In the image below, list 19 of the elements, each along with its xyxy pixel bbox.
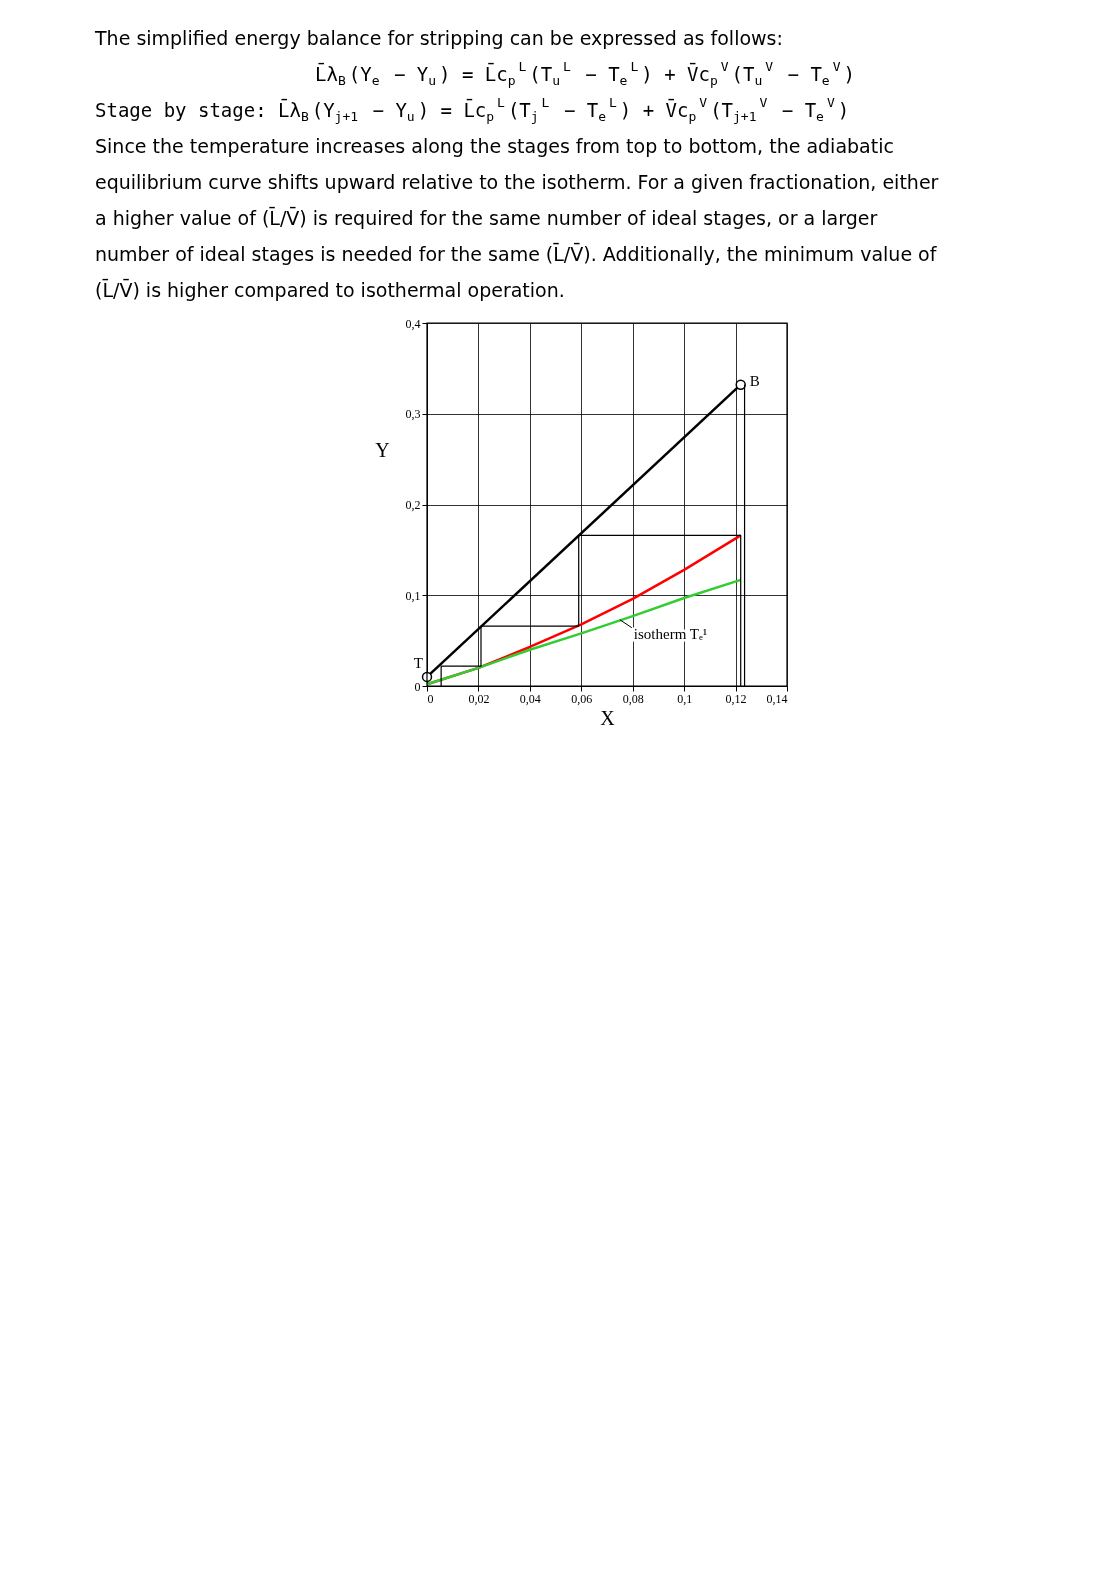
x-tick-label: 0,14 bbox=[766, 691, 788, 706]
y-tick-label: 0,3 bbox=[405, 407, 421, 422]
chart-title: The simplified energy balance for stripping can be expressed as follows: bbox=[94, 27, 783, 49]
x-tick-label: 0,12 bbox=[725, 691, 747, 706]
y-tick-label: 0,1 bbox=[405, 588, 421, 603]
x-tick-label: 0,1 bbox=[677, 691, 693, 706]
x-tick-label: 0 bbox=[427, 691, 434, 706]
x-tick-label: 0,04 bbox=[519, 691, 541, 706]
text: Since the temperature increases along the stages from top to bottom, the adiabatic equilibrium curve shifts upward relative to the isotherm. For a given fractionation, either a higher value of (L̄/V̄) is required for the same number of ideal stages, or a larger number of ideal stages is needed for the same (L̄/V̄). Additionally, the minimum value of (L̄/V̄) is higher compared to isothermal operation. bbox=[95, 135, 939, 301]
x-tick-label: 0,08 bbox=[622, 691, 644, 706]
y-axis-title: Y bbox=[375, 439, 390, 462]
x-axis-title: X bbox=[600, 706, 616, 729]
annotation: T bbox=[413, 654, 423, 671]
annotation: B bbox=[749, 372, 760, 389]
y-tick-label: 0 bbox=[414, 679, 421, 694]
y-tick-label: 0,2 bbox=[405, 498, 421, 512]
x-tick-label: 0,02 bbox=[468, 691, 490, 706]
y-tick-label: 0,4 bbox=[405, 316, 421, 331]
x-tick-label: 0,06 bbox=[571, 691, 593, 706]
